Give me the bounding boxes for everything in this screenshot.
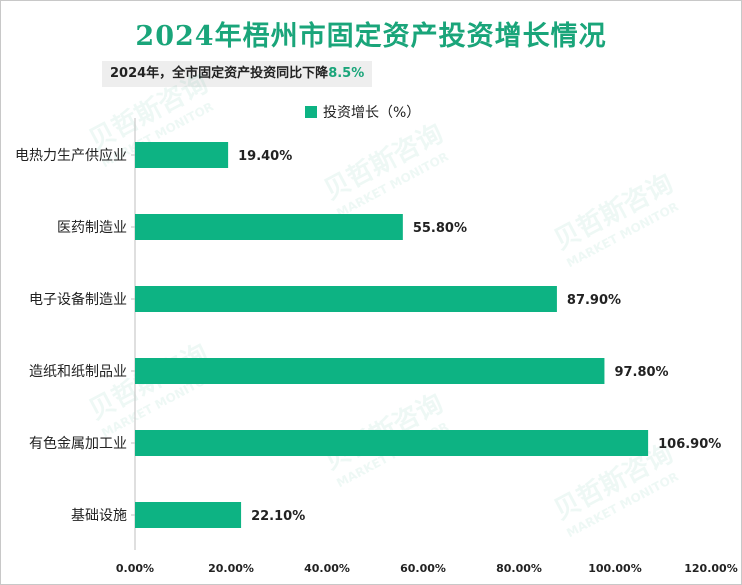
category-label: 电热力生产供应业 xyxy=(15,147,127,164)
category-label: 基础设施 xyxy=(71,507,127,524)
x-tick-label: 60.00% xyxy=(400,562,446,575)
category-label: 造纸和纸制品业 xyxy=(29,364,127,380)
data-label: 55.80% xyxy=(413,221,467,236)
data-label: 87.90% xyxy=(567,293,621,308)
bar xyxy=(135,286,557,312)
x-tick-label: 100.00% xyxy=(588,562,641,575)
bar xyxy=(135,142,228,168)
x-tick-label: 20.00% xyxy=(208,562,254,575)
data-label: 22.10% xyxy=(251,509,305,524)
category-label: 有色金属加工业 xyxy=(29,435,127,452)
x-tick-label: 80.00% xyxy=(496,562,542,575)
data-label: 106.90% xyxy=(658,437,721,452)
x-tick-label: 0.00% xyxy=(116,562,154,575)
x-tick-label: 40.00% xyxy=(304,562,350,575)
bar xyxy=(135,502,241,528)
category-label: 电子设备制造业 xyxy=(29,291,127,308)
data-label: 19.40% xyxy=(238,149,292,164)
category-label: 医药制造业 xyxy=(57,220,127,236)
bar xyxy=(135,430,648,456)
data-label: 97.80% xyxy=(614,365,668,380)
x-tick-label: 120.00% xyxy=(684,562,737,575)
bar xyxy=(135,358,604,384)
bar xyxy=(135,214,403,240)
